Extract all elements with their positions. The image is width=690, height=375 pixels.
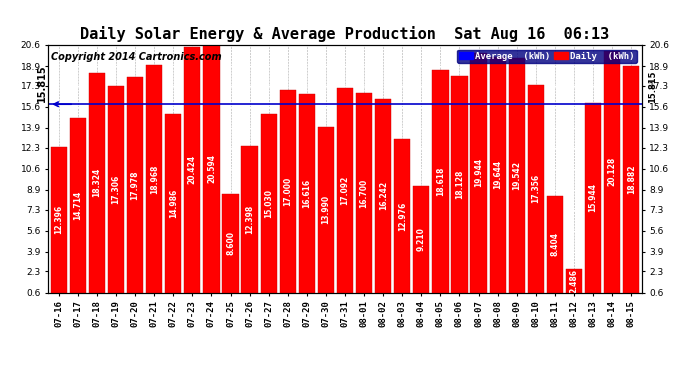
- Bar: [356, 93, 372, 292]
- Bar: [299, 94, 315, 292]
- Text: 20.594: 20.594: [207, 154, 216, 183]
- Bar: [471, 53, 486, 292]
- Bar: [433, 69, 448, 292]
- Text: 18.882: 18.882: [627, 165, 635, 194]
- Bar: [375, 99, 391, 292]
- Bar: [623, 66, 640, 292]
- Bar: [604, 51, 620, 292]
- Bar: [204, 45, 219, 292]
- Text: 15.944: 15.944: [589, 183, 598, 212]
- Bar: [546, 196, 563, 292]
- Text: 18.968: 18.968: [150, 164, 159, 194]
- Text: 15.030: 15.030: [264, 189, 273, 218]
- Bar: [70, 118, 86, 292]
- Text: 20.424: 20.424: [188, 155, 197, 184]
- Text: 19.944: 19.944: [474, 158, 483, 188]
- Text: 9.210: 9.210: [417, 227, 426, 251]
- Text: 8.600: 8.600: [226, 231, 235, 255]
- Bar: [451, 76, 468, 292]
- Bar: [127, 78, 144, 292]
- Bar: [89, 73, 105, 292]
- Text: 17.092: 17.092: [340, 176, 350, 205]
- Bar: [146, 65, 162, 292]
- Bar: [413, 186, 429, 292]
- Text: 16.616: 16.616: [302, 179, 311, 208]
- Text: 12.396: 12.396: [55, 205, 63, 234]
- Bar: [489, 57, 506, 292]
- Text: 19.542: 19.542: [512, 161, 521, 190]
- Bar: [566, 269, 582, 292]
- Text: 17.306: 17.306: [112, 174, 121, 204]
- Bar: [337, 88, 353, 292]
- Bar: [528, 85, 544, 292]
- Bar: [509, 58, 525, 292]
- Bar: [241, 147, 257, 292]
- Title: Daily Solar Energy & Average Production  Sat Aug 16  06:13: Daily Solar Energy & Average Production …: [80, 27, 610, 42]
- Text: 16.242: 16.242: [379, 181, 388, 210]
- Text: Copyright 2014 Cartronics.com: Copyright 2014 Cartronics.com: [51, 53, 222, 62]
- Bar: [108, 86, 124, 292]
- Bar: [279, 90, 296, 292]
- Bar: [165, 114, 181, 292]
- Text: 14.986: 14.986: [169, 189, 178, 218]
- Bar: [261, 114, 277, 292]
- Legend: Average  (kWh), Daily  (kWh): Average (kWh), Daily (kWh): [457, 50, 637, 63]
- Text: 8.404: 8.404: [551, 232, 560, 256]
- Text: 15.815: 15.815: [648, 70, 657, 103]
- Text: 17.978: 17.978: [130, 170, 139, 200]
- Bar: [184, 47, 201, 292]
- Bar: [222, 194, 239, 292]
- Bar: [50, 147, 67, 292]
- Text: 17.356: 17.356: [531, 174, 540, 203]
- Text: 13.990: 13.990: [322, 195, 331, 224]
- Text: 17.000: 17.000: [284, 176, 293, 206]
- Text: 18.324: 18.324: [92, 168, 101, 198]
- Text: 12.398: 12.398: [245, 205, 254, 234]
- Text: 14.714: 14.714: [73, 190, 82, 220]
- Text: 18.128: 18.128: [455, 170, 464, 199]
- Text: 19.644: 19.644: [493, 160, 502, 189]
- Text: 16.700: 16.700: [359, 178, 368, 207]
- Bar: [394, 140, 411, 292]
- Bar: [585, 103, 601, 292]
- Text: 20.128: 20.128: [608, 157, 617, 186]
- Text: 15.815: 15.815: [37, 64, 48, 102]
- Bar: [318, 127, 334, 292]
- Text: 12.976: 12.976: [397, 201, 406, 231]
- Text: 2.486: 2.486: [569, 269, 578, 293]
- Text: 18.618: 18.618: [436, 166, 445, 196]
